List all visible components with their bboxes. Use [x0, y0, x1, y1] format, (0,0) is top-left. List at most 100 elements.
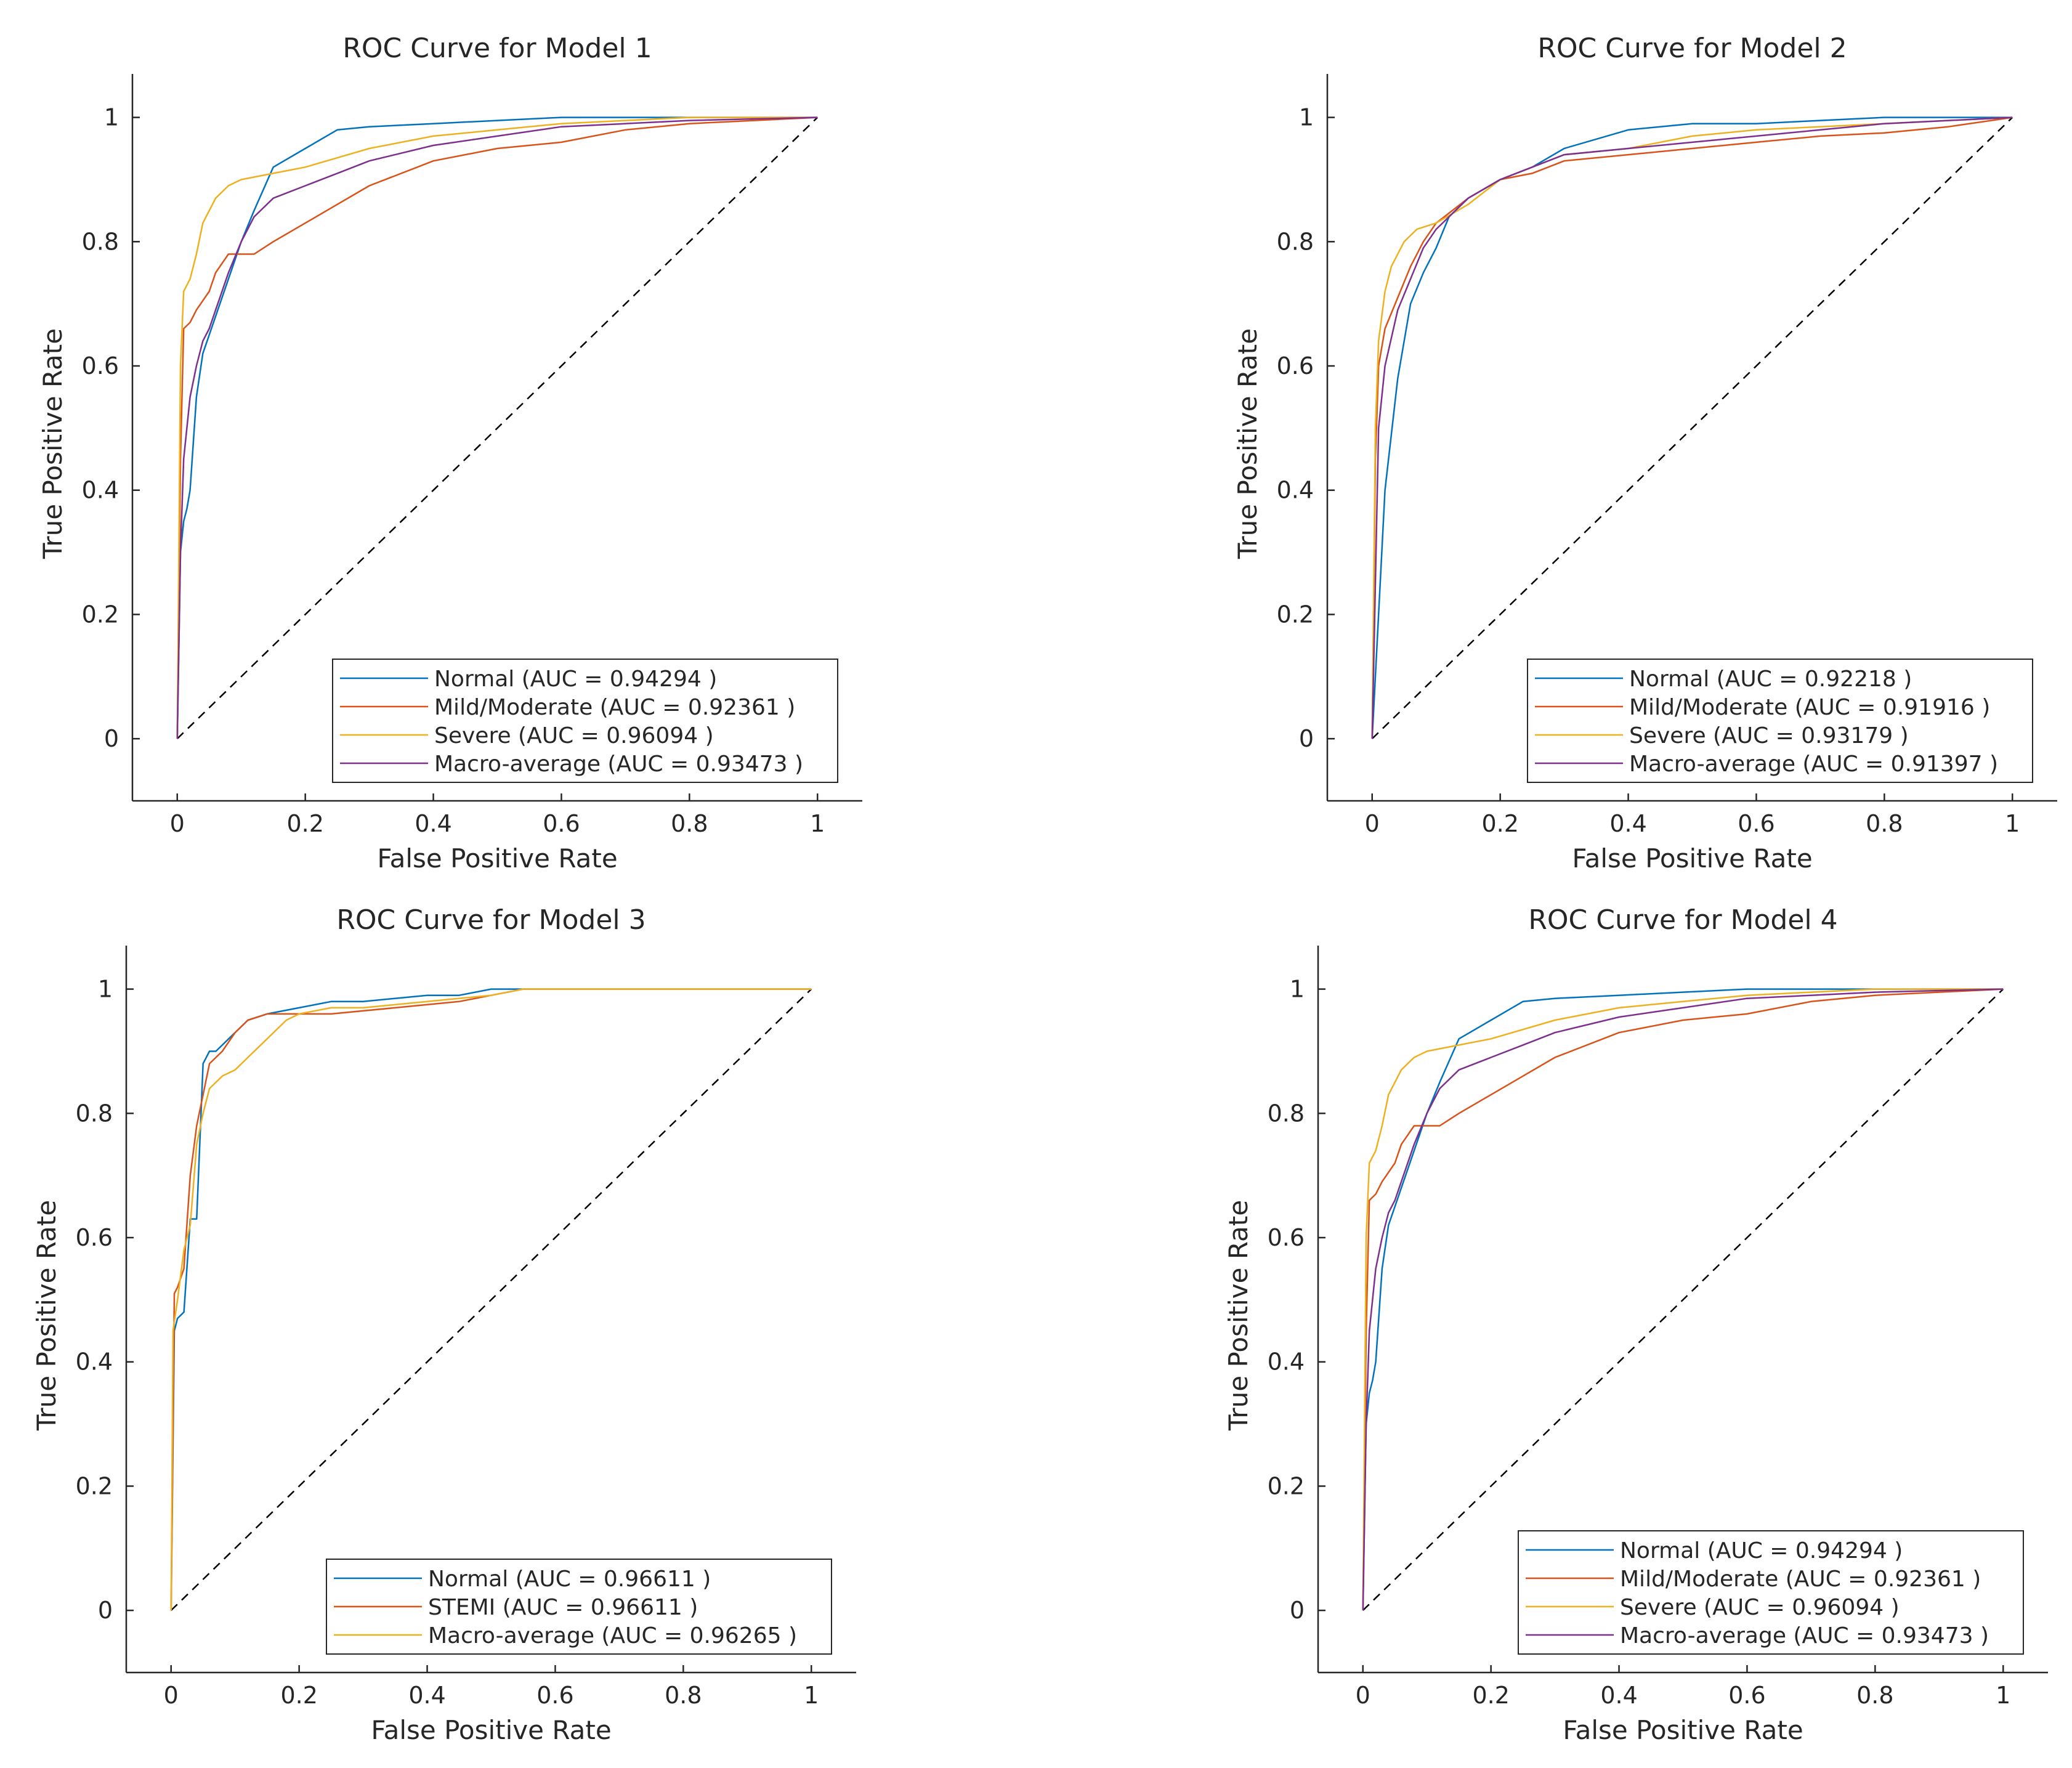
legend-label-4: Macro-average (AUC = 0.93473 ) — [434, 752, 803, 777]
roc-series-line-2 — [176, 116, 818, 739]
chance-diagonal-line — [1362, 988, 2004, 1612]
legend-label-4: Macro-average (AUC = 0.91397 ) — [1629, 752, 1998, 777]
legend: Normal (AUC = 0.96611 ) STEMI (AUC = 0.96… — [326, 1559, 832, 1655]
x-axis-label: False Positive Rate — [377, 843, 617, 874]
legend-label-2: STEMI (AUC = 0.96611 ) — [428, 1595, 698, 1620]
x-tick-label: 0.2 — [1481, 810, 1518, 837]
y-axis-label: True Positive Rate — [31, 1200, 62, 1431]
y-tick-label: 0.4 — [1268, 1348, 1305, 1376]
legend-label-2: Mild/Moderate (AUC = 0.92361 ) — [434, 695, 795, 720]
y-tick-label: 0.6 — [1268, 1224, 1305, 1251]
y-tick-label: 0.2 — [1268, 1472, 1305, 1499]
chart-panel-1: 0 0.2 0.4 0.6 0.8 1 0 0.2 0.4 0.6 0.8 1 ROC Curve fo… — [38, 33, 862, 874]
y-tick-label: 1 — [104, 104, 119, 131]
y-tick-label: 1 — [1290, 976, 1305, 1003]
chart-title: ROC Curve for Model 4 — [1528, 904, 1837, 936]
roc-series-line-3 — [1371, 116, 2013, 739]
legend-label-3: Macro-average (AUC = 0.96265 ) — [428, 1623, 797, 1648]
legend-label-3: Severe (AUC = 0.93179 ) — [1629, 723, 1909, 748]
legend-label-3: Severe (AUC = 0.96094 ) — [1620, 1595, 1900, 1620]
y-tick-label: 0.6 — [76, 1224, 113, 1251]
y-tick-label: 0.8 — [1277, 228, 1314, 255]
legend-label-1: Normal (AUC = 0.94294 ) — [1620, 1538, 1903, 1563]
y-tick-label: 0.8 — [76, 1100, 113, 1127]
roc-series-line-3 — [1362, 988, 2004, 1611]
x-tick-label: 0 — [1365, 810, 1380, 837]
y-tick-label: 0 — [1299, 725, 1314, 752]
x-tick-label: 1 — [810, 810, 825, 837]
legend-box — [1518, 1530, 2024, 1655]
legend: Normal (AUC = 0.94294 ) Mild/Moderate (AU… — [1518, 1530, 2024, 1655]
x-tick-label: 0.6 — [536, 1682, 573, 1709]
x-tick-label: 0.8 — [671, 810, 708, 837]
roc-series-line-4 — [176, 116, 818, 739]
y-tick-label: 0 — [1290, 1597, 1305, 1624]
x-tick-label: 0 — [164, 1682, 179, 1709]
chance-diagonal-line — [1371, 116, 2013, 740]
y-tick-label: 0.4 — [1277, 477, 1314, 504]
y-tick-label: 0.2 — [76, 1472, 113, 1499]
y-axis-label: True Positive Rate — [1223, 1200, 1253, 1431]
y-tick-label: 0 — [98, 1597, 113, 1624]
x-tick-label: 0.4 — [1609, 810, 1646, 837]
y-tick-label: 0.6 — [1277, 352, 1314, 379]
x-axis-label: False Positive Rate — [1563, 1715, 1803, 1745]
legend-label-1: Normal (AUC = 0.96611 ) — [428, 1567, 711, 1592]
legend-label-1: Normal (AUC = 0.94294 ) — [434, 667, 717, 692]
y-axis-label: True Positive Rate — [38, 328, 68, 559]
roc-series-line-4 — [1371, 116, 2013, 739]
y-tick-label: 0.4 — [82, 477, 119, 504]
roc-series-line-2 — [170, 988, 812, 1611]
chart-title: ROC Curve for Model 3 — [336, 904, 645, 936]
x-tick-label: 0.8 — [665, 1682, 702, 1709]
roc-series-line-3 — [170, 988, 812, 1611]
x-tick-label: 0.8 — [1866, 810, 1903, 837]
y-tick-label: 0.2 — [82, 601, 119, 628]
chart-title: ROC Curve for Model 2 — [1537, 33, 1847, 64]
x-tick-label: 0.4 — [408, 1682, 445, 1709]
y-axis-label: True Positive Rate — [1232, 328, 1263, 559]
x-tick-label: 1 — [2005, 810, 2020, 837]
legend-label-2: Mild/Moderate (AUC = 0.91916 ) — [1629, 695, 1990, 720]
chart-panel-2: 0 0.2 0.4 0.6 0.8 1 0 0.2 0.4 0.6 0.8 1 ROC Curve fo… — [1232, 33, 2057, 874]
y-tick-label: 0.4 — [76, 1348, 113, 1376]
y-tick-label: 0.8 — [82, 228, 119, 255]
x-tick-label: 0.2 — [1472, 1682, 1509, 1709]
y-tick-label: 0.6 — [82, 352, 119, 379]
chance-diagonal-line — [176, 116, 819, 740]
legend-box — [1527, 659, 2033, 783]
x-tick-label: 0.6 — [543, 810, 580, 837]
x-tick-label: 0.6 — [1738, 810, 1775, 837]
legend: Normal (AUC = 0.94294 ) Mild/Moderate (AU… — [332, 659, 838, 783]
y-tick-label: 0.2 — [1277, 601, 1314, 628]
x-tick-label: 0.4 — [1600, 1682, 1637, 1709]
x-tick-label: 0.2 — [280, 1682, 317, 1709]
legend: Normal (AUC = 0.92218 ) Mild/Moderate (AU… — [1527, 659, 2033, 783]
y-tick-label: 0 — [104, 725, 119, 752]
x-tick-label: 0.4 — [415, 810, 451, 837]
x-tick-label: 1 — [804, 1682, 819, 1709]
legend-label-4: Macro-average (AUC = 0.93473 ) — [1620, 1623, 1989, 1648]
roc-series-line-3 — [176, 116, 818, 739]
x-tick-label: 0.2 — [286, 810, 323, 837]
legend-label-1: Normal (AUC = 0.92218 ) — [1629, 667, 1912, 692]
x-axis-label: False Positive Rate — [371, 1715, 611, 1745]
legend-box — [332, 659, 838, 783]
x-tick-label: 0 — [1356, 1682, 1370, 1709]
y-tick-label: 1 — [1299, 104, 1314, 131]
chart-panel-4: 0 0.2 0.4 0.6 0.8 1 0 0.2 0.4 0.6 0.8 1 ROC Curve fo… — [1223, 904, 2048, 1745]
chart-panel-3: 0 0.2 0.4 0.6 0.8 1 0 0.2 0.4 0.6 0.8 1 ROC Curve fo… — [31, 904, 856, 1745]
y-tick-label: 0.8 — [1268, 1100, 1305, 1127]
roc-series-line-2 — [1362, 988, 2004, 1611]
y-tick-label: 1 — [98, 976, 113, 1003]
x-axis-label: False Positive Rate — [1572, 843, 1812, 874]
chance-diagonal-line — [170, 988, 812, 1612]
legend-label-2: Mild/Moderate (AUC = 0.92361 ) — [1620, 1567, 1981, 1592]
chart-title: ROC Curve for Model 1 — [342, 33, 652, 64]
roc-series-line-4 — [1362, 988, 2004, 1611]
x-tick-label: 0.6 — [1728, 1682, 1765, 1709]
x-tick-label: 0.8 — [1856, 1682, 1893, 1709]
x-tick-label: 0 — [170, 810, 185, 837]
legend-label-3: Severe (AUC = 0.96094 ) — [434, 723, 714, 748]
